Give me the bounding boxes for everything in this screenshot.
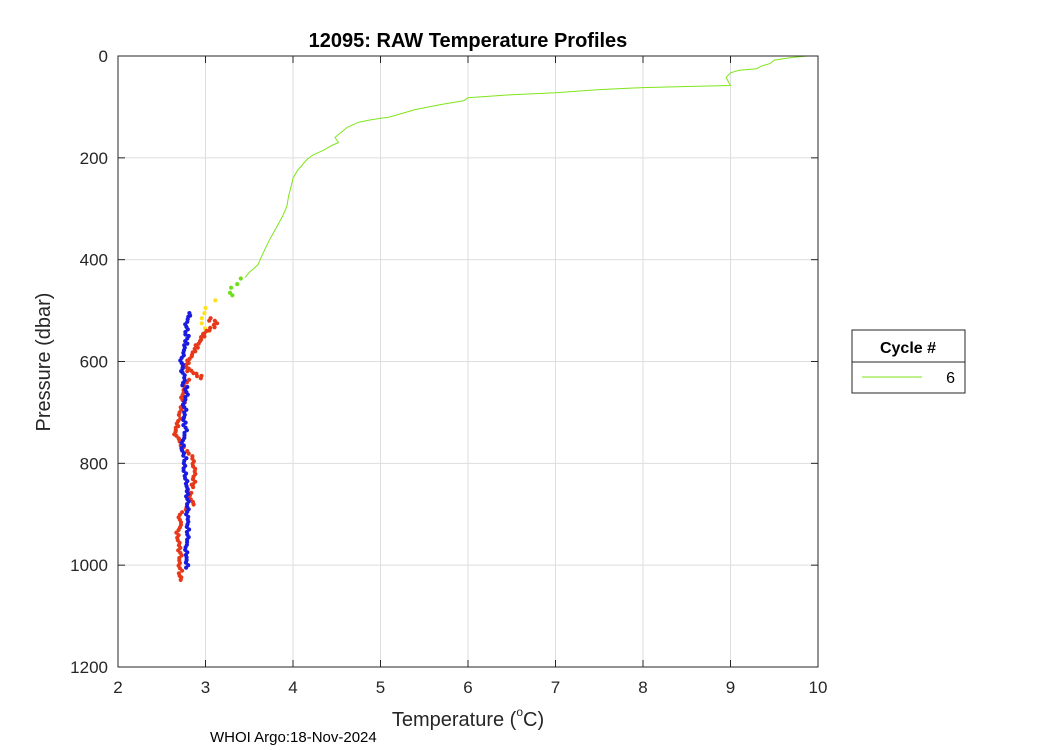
x-axis-title-unit: C)	[523, 709, 544, 731]
data-point	[178, 577, 183, 583]
legend-label-6: 6	[946, 370, 955, 387]
degree-symbol: o	[516, 705, 523, 719]
x-tick-label: 5	[376, 678, 385, 697]
data-layer	[172, 55, 808, 583]
legend: Cycle # 6	[851, 329, 966, 394]
data-point	[185, 369, 190, 374]
legend-title: Cycle #	[880, 340, 936, 357]
y-tick-label: 0	[99, 47, 108, 66]
y-tick-label: 600	[80, 353, 108, 372]
x-tick-label: 9	[726, 678, 735, 697]
footer-text: WHOI Argo:18-Nov-2024	[210, 729, 377, 746]
y-tick-label: 1000	[70, 556, 108, 575]
y-tick-label: 800	[80, 454, 108, 473]
data-point	[202, 311, 207, 316]
data-point	[198, 376, 203, 381]
data-point	[199, 316, 204, 321]
data-point	[207, 318, 212, 323]
x-tick-label: 6	[463, 678, 472, 697]
ticks: 2 3 4 5 6 7 8 9 10 0 200 400 600 800 1000 1200	[70, 47, 827, 697]
data-point	[184, 565, 189, 570]
data-point	[183, 332, 188, 337]
data-point	[203, 305, 208, 311]
data-point	[181, 468, 186, 473]
data-point	[181, 453, 186, 458]
data-point	[191, 502, 196, 507]
x-tick-label: 4	[288, 678, 297, 697]
x-tick-label: 8	[638, 678, 647, 697]
data-point	[180, 568, 185, 573]
x-axis-title: Temperature (oC)	[392, 705, 544, 731]
data-point	[186, 451, 191, 456]
series-line-cycle-6	[244, 55, 808, 278]
y-tick-label: 1200	[70, 658, 108, 677]
data-point	[229, 285, 234, 290]
y-tick-label: 200	[80, 149, 108, 168]
x-tick-label: 10	[809, 678, 828, 697]
data-point	[202, 334, 207, 339]
data-point	[230, 293, 235, 298]
chart-title: 12095: RAW Temperature Profiles	[309, 30, 628, 52]
data-point	[215, 321, 220, 326]
y-axis-title: Pressure (dbar)	[33, 293, 55, 432]
data-point	[212, 325, 217, 330]
data-point	[191, 485, 196, 490]
data-point	[199, 321, 204, 326]
data-point	[180, 383, 185, 388]
data-point	[238, 276, 243, 281]
data-point	[235, 282, 240, 287]
x-tick-label: 7	[551, 678, 560, 697]
data-point	[195, 374, 200, 379]
x-axis-title-text: Temperature (	[392, 709, 517, 731]
y-tick-label: 400	[80, 251, 108, 270]
x-tick-label: 3	[201, 678, 210, 697]
x-tick-label: 2	[113, 678, 122, 697]
data-point	[213, 298, 218, 303]
grid	[118, 56, 818, 667]
data-point	[185, 341, 190, 346]
data-point	[176, 412, 181, 417]
